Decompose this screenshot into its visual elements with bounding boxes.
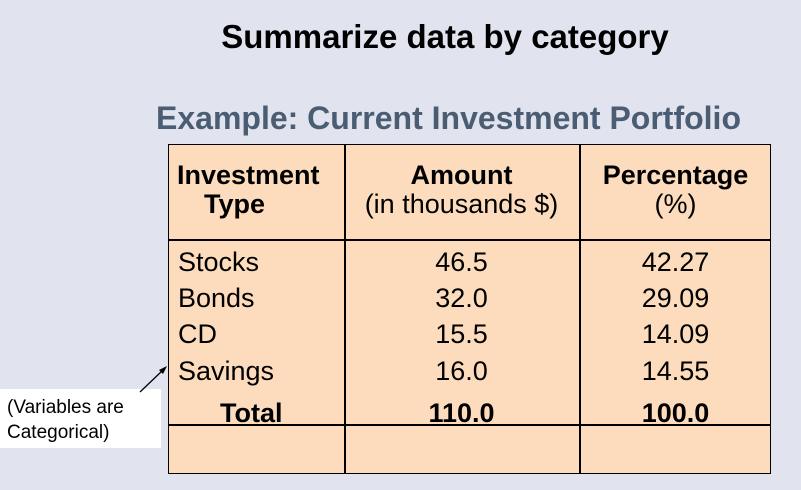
header-type-label: Type [204, 189, 266, 219]
row-savings-amount: 16.0 [435, 356, 488, 386]
total-label: Total [220, 398, 283, 428]
row-stocks-type: Stocks [178, 247, 260, 277]
header-amount: Amount (in thousands $) [344, 161, 579, 219]
row-savings-percentage: 14.55 [641, 356, 710, 386]
column-divider [344, 145, 346, 473]
row-bonds-percentage: 29.09 [641, 283, 710, 313]
total-divider [169, 424, 770, 426]
slide-title: Summarize data by category [221, 18, 669, 55]
header-percentage-label: Percentage [602, 160, 749, 190]
row-cd-amount: 15.5 [435, 319, 488, 349]
total-amount: 110.0 [428, 398, 495, 428]
row-bonds-type: Bonds [178, 283, 255, 313]
header-amount-unit: (in thousands $) [364, 189, 559, 219]
header-divider [169, 239, 770, 241]
row-savings-type: Savings [178, 356, 275, 386]
note-line-1: (Variables are [7, 397, 124, 418]
row-cd-type: CD [178, 319, 217, 349]
note-line-2: Categorical) [7, 422, 110, 443]
row-stocks-percentage: 42.27 [641, 247, 710, 277]
header-percentage: Percentage (%) [579, 161, 772, 219]
header-amount-label: Amount [410, 160, 513, 190]
header-percentage-unit: (%) [654, 189, 697, 219]
total-percentage: 100.0 [641, 398, 710, 428]
header-investment-type: Investment Type [177, 161, 347, 219]
categorical-note: (Variables are Categorical) [0, 389, 161, 448]
column-divider [579, 145, 581, 473]
row-bonds-amount: 32.0 [435, 283, 488, 313]
example-subtitle: Example: Current Investment Portfolio [156, 100, 741, 136]
row-cd-percentage: 14.09 [641, 319, 710, 349]
header-investment-label: Investment [177, 160, 320, 190]
row-stocks-amount: 46.5 [435, 247, 488, 277]
portfolio-table: Investment Type Amount (in thousands $) … [168, 144, 771, 474]
